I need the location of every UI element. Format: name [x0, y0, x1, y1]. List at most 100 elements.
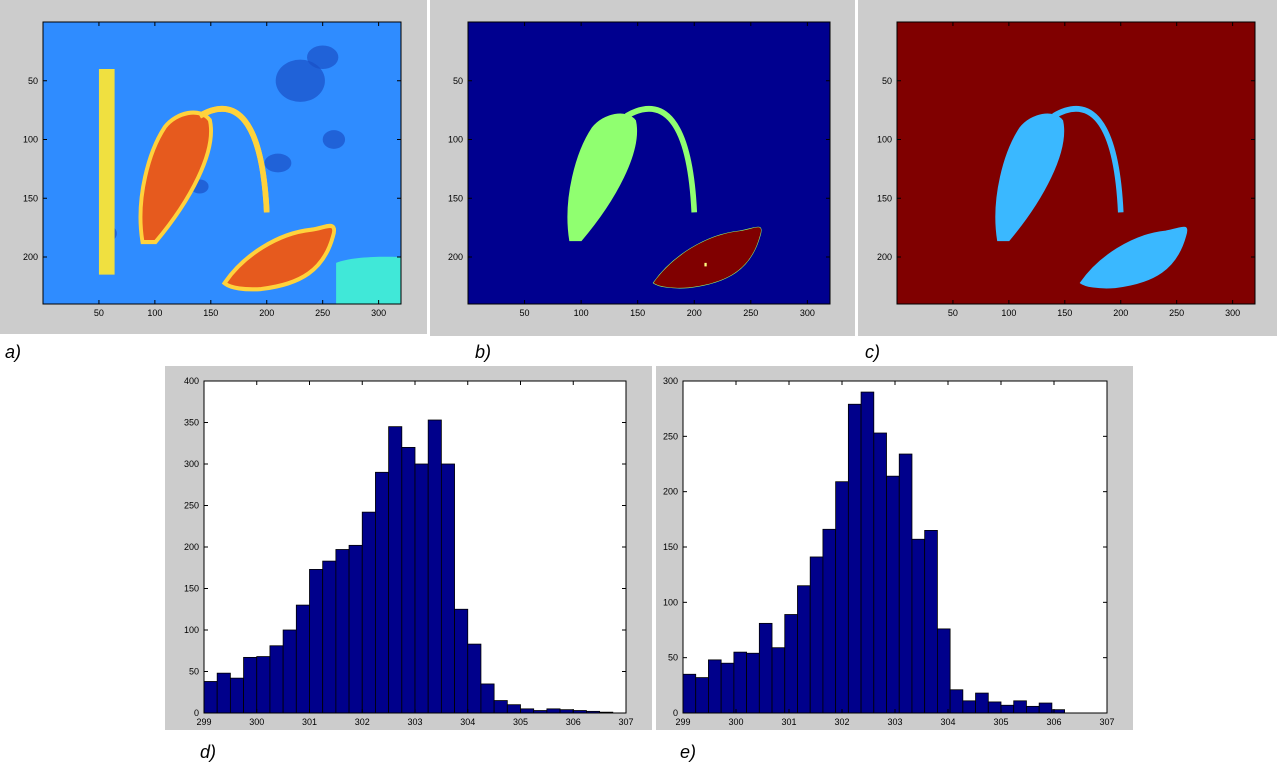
image-background	[897, 22, 1255, 304]
x-tick-label: 100	[147, 308, 162, 318]
y-tick-label: 150	[877, 193, 892, 203]
histogram-bar	[924, 530, 938, 714]
histogram-bar	[847, 403, 862, 714]
y-tick-label: 250	[663, 431, 678, 441]
histogram-bar	[282, 629, 297, 714]
histogram-bar	[414, 463, 429, 714]
x-tick-label: 302	[355, 717, 370, 727]
x-tick-label: 200	[1113, 308, 1128, 318]
y-tick-label: 0	[673, 708, 678, 718]
x-tick-label: 250	[1169, 308, 1184, 318]
histogram-bar	[746, 652, 760, 714]
histogram-bar	[1013, 700, 1027, 714]
histogram-bar	[1026, 705, 1040, 714]
image-blob	[275, 59, 325, 102]
y-tick-label: 50	[189, 667, 199, 677]
x-tick-label: 307	[618, 717, 633, 727]
y-tick-label: 100	[23, 135, 38, 145]
histogram-bar	[682, 673, 697, 714]
histogram-bar	[388, 426, 403, 714]
histogram-bar	[256, 656, 271, 714]
x-tick-label: 50	[94, 308, 104, 318]
histogram-bar	[322, 560, 337, 714]
image	[897, 22, 1255, 304]
image-speck	[704, 262, 707, 267]
x-tick-label: 299	[196, 717, 211, 727]
x-tick-label: 250	[315, 308, 330, 318]
x-tick-label: 200	[687, 308, 702, 318]
y-tick-label: 100	[448, 135, 463, 145]
histogram-bar	[695, 677, 709, 714]
histogram-bar	[216, 672, 231, 714]
image-background	[468, 22, 830, 304]
x-tick-label: 150	[1057, 308, 1072, 318]
histogram-bar	[493, 700, 508, 714]
y-tick-label: 300	[663, 376, 678, 386]
x-tick-label: 299	[675, 717, 690, 727]
y-tick-label: 250	[184, 501, 199, 511]
x-tick-label: 250	[743, 308, 758, 318]
histogram-bar	[733, 651, 748, 714]
image-blob	[336, 256, 401, 304]
image-blob	[264, 153, 292, 173]
y-tick-label: 100	[663, 597, 678, 607]
x-tick-label: 150	[203, 308, 218, 318]
image	[43, 22, 401, 304]
plot-frame	[42, 21, 402, 305]
panel-label: d)	[200, 742, 216, 762]
histogram-bar	[771, 647, 786, 714]
histogram-bar	[348, 544, 363, 714]
histogram-bar	[229, 677, 244, 714]
histogram-bar	[361, 511, 376, 714]
histogram-bar	[427, 419, 442, 714]
y-tick-label: 150	[448, 193, 463, 203]
histogram-bar	[797, 585, 811, 714]
image-blob	[322, 130, 346, 149]
image	[468, 22, 830, 304]
x-tick-label: 300	[249, 717, 264, 727]
x-tick-label: 50	[948, 308, 958, 318]
histogram-bar	[243, 656, 258, 714]
histogram-bar	[480, 683, 495, 714]
y-tick-label: 150	[184, 584, 199, 594]
y-tick-label: 50	[453, 76, 463, 86]
y-tick-label: 200	[184, 542, 199, 552]
histogram-bar	[886, 475, 900, 714]
x-tick-label: 100	[574, 308, 589, 318]
histogram-bar	[809, 556, 824, 714]
histogram-bar	[987, 701, 1002, 714]
y-tick-label: 100	[184, 625, 199, 635]
histogram-bar	[937, 628, 951, 714]
histogram-bar	[822, 528, 837, 714]
y-tick-label: 50	[28, 76, 38, 86]
x-tick-label: 302	[834, 717, 849, 727]
plot-frame	[896, 21, 1256, 305]
x-tick-label: 303	[407, 717, 422, 727]
histogram-bar	[467, 643, 482, 714]
x-tick-label: 304	[940, 717, 955, 727]
histogram-bar	[454, 608, 469, 714]
y-tick-label: 350	[184, 418, 199, 428]
histogram-bar	[1038, 702, 1053, 714]
histogram-bar	[1000, 704, 1015, 714]
histogram-bar	[949, 689, 964, 714]
histogram-bar	[784, 614, 798, 714]
x-tick-label: 307	[1099, 717, 1114, 727]
histogram-bar	[506, 704, 521, 714]
histogram-bar	[269, 645, 284, 714]
panel-label: b)	[475, 342, 491, 362]
histogram-bar	[720, 662, 735, 714]
y-tick-label: 150	[663, 542, 678, 552]
histogram-bar	[309, 569, 324, 714]
x-tick-label: 100	[1001, 308, 1016, 318]
y-tick-label: 200	[448, 252, 463, 262]
x-tick-label: 303	[887, 717, 902, 727]
histogram-bar	[335, 549, 350, 714]
y-tick-label: 200	[877, 252, 892, 262]
histogram-bar	[835, 481, 849, 714]
x-tick-label: 301	[781, 717, 796, 727]
y-tick-label: 100	[877, 135, 892, 145]
y-tick-label: 200	[23, 252, 38, 262]
histogram-bar	[520, 708, 535, 714]
